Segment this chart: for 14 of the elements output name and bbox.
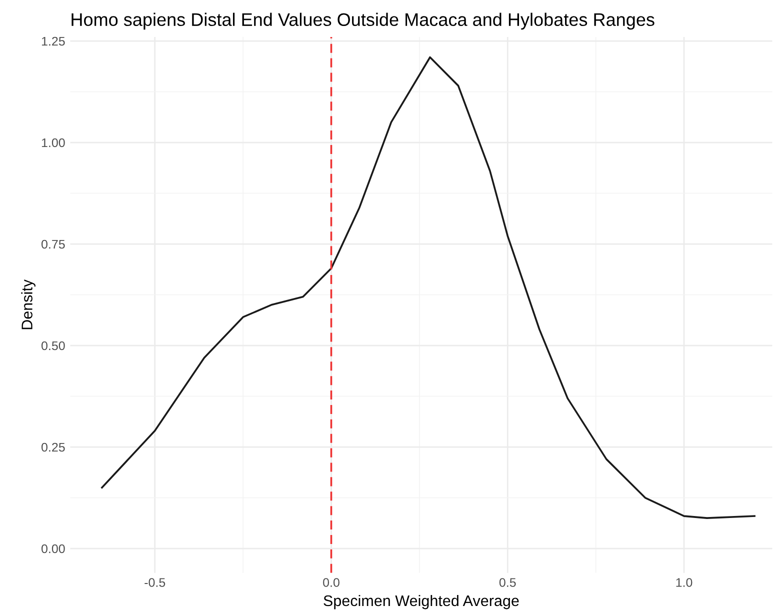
x-tick-label: 0.0 <box>323 578 340 587</box>
x-axis-title: Specimen Weighted Average <box>324 594 519 610</box>
y-tick-label: 0.50 <box>42 341 65 350</box>
y-tick-label: 0.00 <box>42 544 65 554</box>
y-tick-label: 1.00 <box>42 138 65 148</box>
x-tick-label: 0.5 <box>499 578 516 587</box>
line-series <box>101 56 756 519</box>
y-tick-label: 1.25 <box>42 36 65 46</box>
chart-title: Homo sapiens Distal End Values Outside Macaca and Hylobates Ranges <box>72 12 654 30</box>
x-tick-label: 1.0 <box>676 578 692 587</box>
y-tick-label: 0.75 <box>42 240 65 249</box>
y-tick-label: 0.25 <box>42 442 65 452</box>
x-tick-label: -0.5 <box>144 578 166 587</box>
y-axis-title: Density <box>21 279 36 330</box>
